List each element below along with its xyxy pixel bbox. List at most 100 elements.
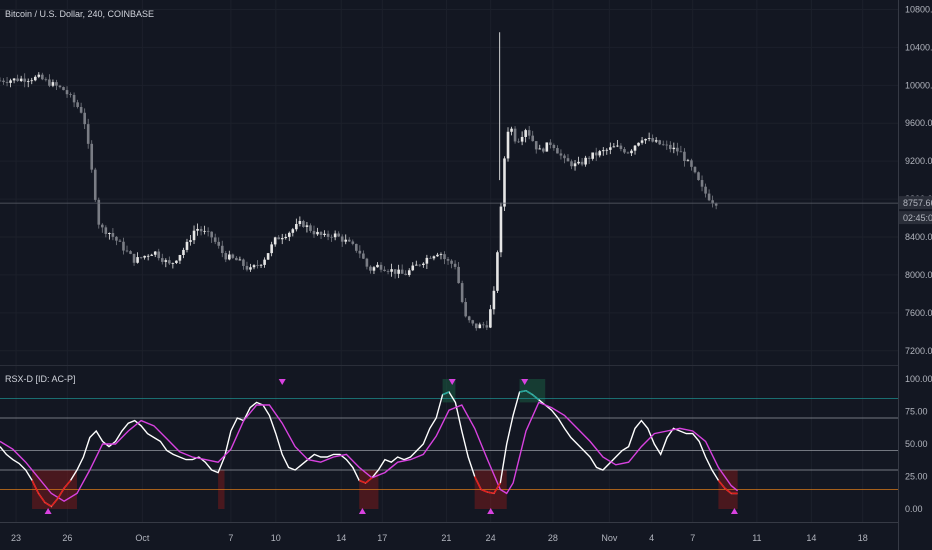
candle-body: [277, 237, 281, 240]
candle: [252, 264, 256, 270]
candle: [9, 78, 12, 88]
oscillator-tick-label: 50.00: [905, 439, 928, 449]
candle: [160, 253, 164, 265]
candle: [30, 77, 34, 85]
candle-body: [111, 233, 115, 237]
candle-body: [270, 244, 273, 254]
candle-body: [30, 80, 34, 82]
candle-body: [199, 228, 203, 232]
candle-body: [492, 290, 496, 310]
candle-body: [436, 254, 439, 257]
candle-body: [139, 257, 143, 258]
candle-body: [527, 130, 531, 136]
candle-body: [280, 238, 284, 240]
time-axis[interactable]: 23 26 Oct 7 10 14 17 21 24 28 Nov 4 7 11 14 18: [11, 533, 868, 543]
candle-body: [640, 140, 644, 143]
candle-body: [355, 243, 358, 251]
candle-body: [273, 237, 277, 245]
candle-body: [552, 144, 556, 149]
time-tick-label: 23: [11, 533, 21, 543]
candle-body: [534, 141, 538, 150]
candle-body: [654, 140, 658, 142]
candle-body: [295, 224, 298, 230]
candle-body: [171, 262, 175, 264]
candle-body: [471, 320, 475, 324]
candle: [5, 77, 9, 87]
candle-body: [168, 260, 171, 264]
candle-body: [16, 78, 19, 82]
candle: [185, 238, 189, 253]
candle: [661, 140, 665, 146]
candle-body: [238, 259, 242, 261]
candle-body: [118, 240, 122, 242]
candle: [146, 254, 150, 261]
candle: [277, 235, 281, 240]
price-tick-label: 9200.00: [905, 156, 932, 166]
candle: [686, 158, 690, 162]
oscillator-zone-segment: [531, 393, 540, 401]
oscillator-axis[interactable]: 0.00 25.00 50.00 75.00 100.00: [905, 374, 932, 514]
candle-body: [496, 252, 499, 291]
candle: [404, 270, 408, 276]
candle: [626, 151, 630, 155]
candle: [714, 202, 718, 210]
candle-body: [302, 221, 305, 227]
candle: [108, 232, 111, 240]
candle: [51, 79, 55, 88]
candle: [418, 264, 422, 267]
candle: [362, 250, 365, 259]
candle: [580, 158, 584, 167]
candle: [76, 99, 79, 109]
candle-body: [196, 228, 199, 231]
candle: [358, 245, 362, 259]
candle: [443, 251, 446, 265]
candle: [559, 149, 563, 160]
candle-body: [305, 225, 309, 227]
candle: [464, 298, 467, 318]
candle: [62, 86, 65, 91]
candle: [397, 264, 400, 279]
oscillator-tick-label: 100.00: [905, 374, 932, 384]
candle-body: [549, 142, 552, 145]
candle: [450, 259, 453, 269]
candle: [323, 230, 326, 237]
candle-body: [323, 233, 326, 236]
candle-body: [559, 153, 563, 156]
candle-body: [160, 258, 164, 262]
candle: [16, 74, 19, 82]
candle-body: [429, 257, 432, 259]
candle-body: [122, 241, 125, 251]
candle: [256, 260, 259, 269]
candle: [683, 148, 686, 167]
candle-body: [446, 259, 450, 261]
candle: [69, 92, 72, 98]
candle-body: [178, 254, 182, 261]
candle-body: [676, 147, 679, 152]
candle: [122, 237, 125, 255]
candle: [270, 241, 273, 257]
candle-body: [647, 138, 651, 139]
candle: [228, 250, 231, 261]
candle: [601, 147, 605, 156]
candle-body: [573, 163, 577, 167]
candle: [326, 230, 330, 241]
candle-body: [287, 232, 291, 237]
candle: [531, 130, 535, 142]
candle-body: [235, 257, 238, 261]
candle-body: [506, 131, 510, 159]
candle: [23, 73, 26, 88]
candle: [347, 237, 351, 242]
candle: [665, 140, 669, 150]
candle: [489, 304, 492, 329]
candle: [351, 239, 355, 246]
candle: [330, 234, 333, 242]
candle-body: [637, 142, 640, 146]
candle-body: [520, 136, 524, 142]
candle-body: [510, 128, 513, 132]
candle: [679, 145, 683, 153]
candle: [291, 227, 295, 237]
candle: [609, 142, 612, 155]
oscillator-zone-segment: [31, 480, 40, 494]
candle: [527, 126, 531, 140]
